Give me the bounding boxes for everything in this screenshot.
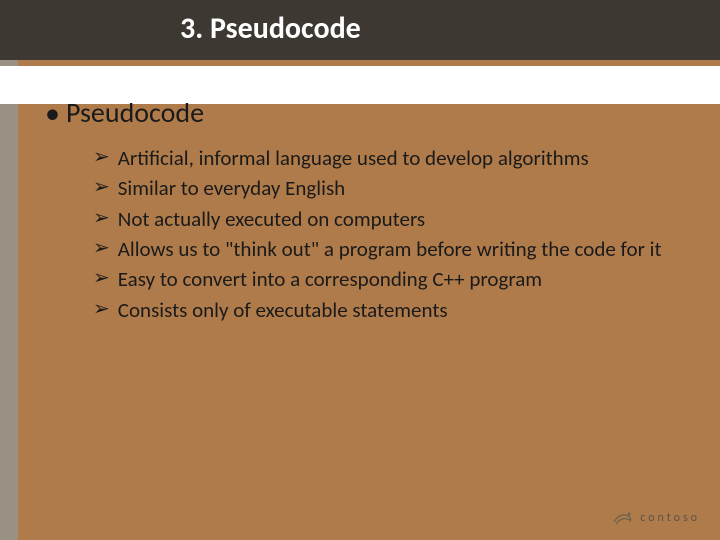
list-item-text: Consists only of executable statements [118, 296, 685, 324]
logo: contoso [610, 506, 700, 530]
list-item: ➢ Easy to convert into a corresponding C… [93, 265, 685, 293]
bullet-list: ➢ Artificial, informal language used to … [45, 144, 685, 324]
arrow-icon: ➢ [93, 144, 110, 171]
list-item: ➢ Artificial, informal language used to … [93, 144, 685, 172]
bullet-dot-icon: • [45, 99, 60, 129]
list-item: ➢ Allows us to "think out" a program bef… [93, 235, 685, 263]
logo-swirl-icon [610, 506, 634, 530]
list-item-text: Not actually executed on computers [118, 205, 685, 233]
list-item-text: Artificial, informal language used to de… [118, 144, 685, 172]
arrow-icon: ➢ [93, 265, 110, 292]
subheading-text: Pseudocode [66, 95, 204, 130]
list-item-text: Easy to convert into a corresponding C++… [118, 265, 685, 293]
arrow-icon: ➢ [93, 296, 110, 323]
logo-text: contoso [640, 511, 700, 525]
arrow-icon: ➢ [93, 235, 110, 262]
arrow-icon: ➢ [93, 174, 110, 201]
list-item: ➢ Similar to everyday English [93, 174, 685, 202]
list-item-text: Similar to everyday English [118, 174, 685, 202]
list-item: ➢ Not actually executed on computers [93, 205, 685, 233]
slide: 3. Pseudocode • Pseudocode ➢ Artificial,… [0, 0, 720, 540]
arrow-icon: ➢ [93, 205, 110, 232]
list-item-text: Allows us to "think out" a program befor… [118, 235, 685, 263]
slide-title: 3. Pseudocode [0, 10, 720, 47]
subheading: • Pseudocode [45, 95, 685, 130]
list-item: ➢ Consists only of executable statements [93, 296, 685, 324]
content-area: • Pseudocode ➢ Artificial, informal lang… [45, 95, 685, 326]
